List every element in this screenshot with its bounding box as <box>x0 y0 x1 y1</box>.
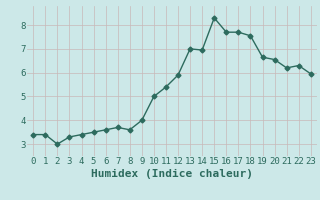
X-axis label: Humidex (Indice chaleur): Humidex (Indice chaleur) <box>91 169 253 179</box>
